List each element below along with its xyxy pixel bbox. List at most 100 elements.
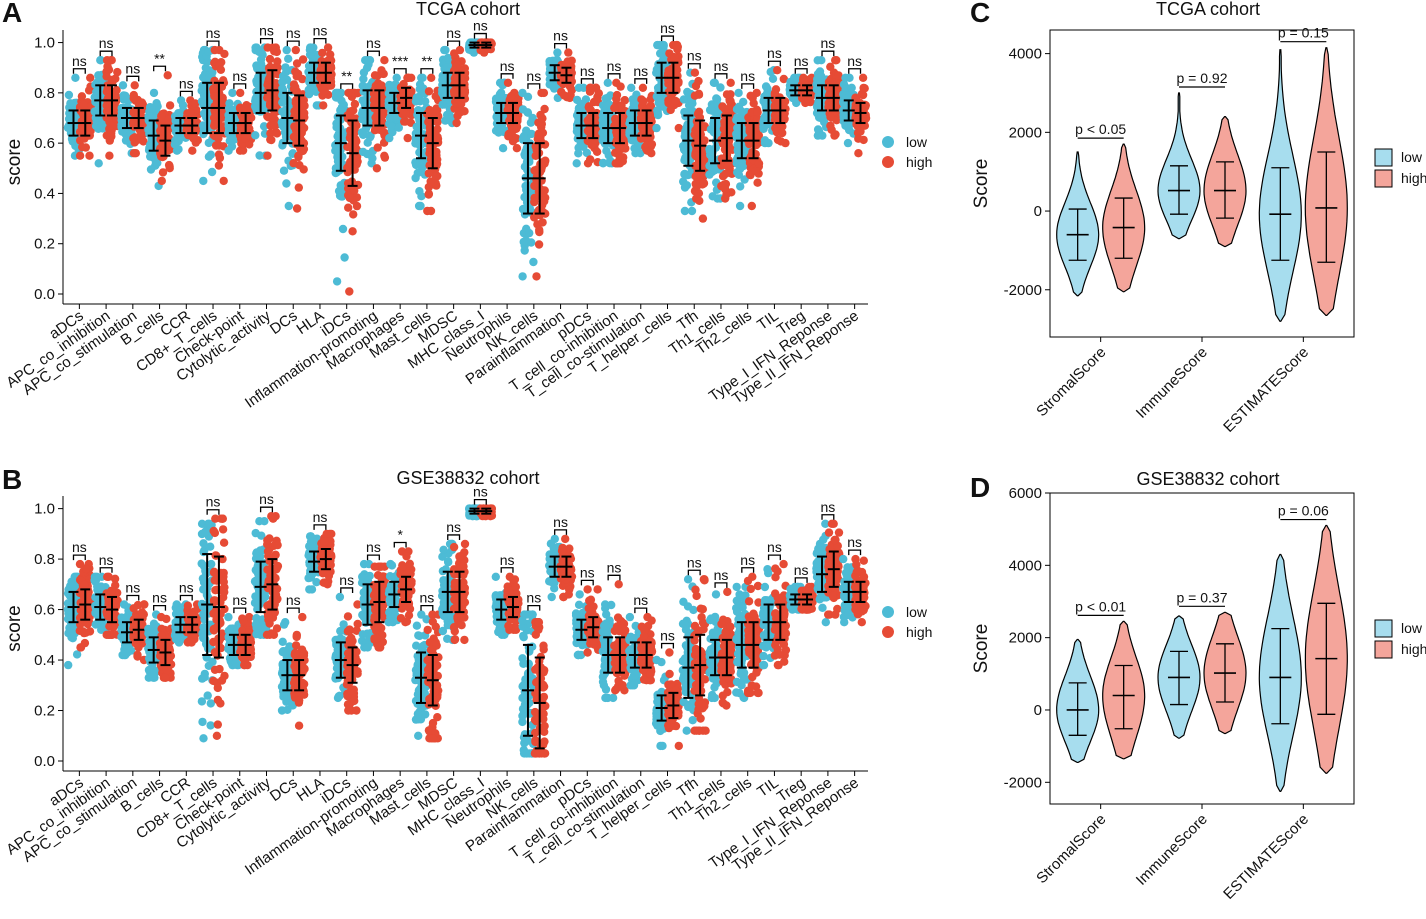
high-point	[690, 91, 700, 100]
high-point	[424, 87, 434, 96]
high-point	[129, 120, 138, 129]
low-point	[255, 151, 264, 160]
significance-label: ns	[767, 45, 782, 61]
high-point	[79, 100, 88, 110]
high-point	[263, 151, 272, 160]
low-point	[653, 106, 662, 115]
high-point	[289, 159, 298, 168]
high-point	[380, 153, 390, 162]
significance-label: ns	[607, 58, 622, 74]
high-point	[76, 643, 86, 652]
high-point	[720, 184, 730, 194]
significance-bracket	[72, 554, 86, 561]
low-point	[174, 145, 183, 154]
significance-bracket	[687, 63, 701, 69]
high-point	[540, 159, 549, 168]
high-point	[215, 153, 225, 163]
low-point	[71, 73, 80, 83]
y-axis-title: score	[4, 139, 25, 185]
high-point	[532, 272, 541, 281]
high-point	[504, 132, 513, 141]
low-point	[228, 88, 237, 98]
low-point	[255, 47, 264, 57]
low-point	[92, 572, 102, 581]
high-point	[639, 97, 648, 106]
high-point	[263, 93, 272, 102]
significance-bracket	[473, 32, 487, 39]
significance-bracket	[286, 40, 300, 47]
low-point	[518, 272, 527, 281]
low-point	[421, 97, 430, 106]
high-point	[102, 107, 112, 116]
low-point	[572, 159, 581, 168]
significance-bracket	[554, 42, 568, 49]
high-point	[136, 128, 146, 137]
legend-low-swatch	[882, 136, 894, 148]
low-point	[96, 582, 105, 591]
high-point	[832, 56, 841, 65]
low-point	[365, 132, 375, 142]
significance-label: ns	[72, 539, 87, 555]
high-point	[673, 42, 682, 52]
low-point	[278, 98, 287, 107]
high-point	[165, 101, 175, 110]
high-point	[344, 88, 353, 98]
low-point	[251, 103, 261, 113]
significance-label: ns	[553, 28, 568, 44]
significance-label: ns	[580, 63, 595, 79]
significance-bracket	[153, 65, 167, 72]
high-point	[263, 43, 272, 52]
significance-label: ns	[473, 18, 488, 34]
low-point	[841, 121, 850, 130]
significance-label: ns	[259, 23, 274, 39]
low-point	[368, 154, 377, 163]
high-point	[138, 117, 147, 126]
high-point	[773, 66, 782, 75]
significance-label: ns	[232, 68, 247, 84]
low-point	[225, 136, 234, 145]
low-point	[710, 78, 719, 88]
high-point	[344, 203, 353, 212]
y-tick-label: 1.0	[34, 35, 55, 52]
high-point	[612, 159, 622, 168]
low-point	[760, 136, 770, 145]
high-point	[857, 89, 867, 99]
high-point	[698, 214, 708, 223]
high-point	[540, 104, 549, 114]
high-point	[347, 118, 356, 127]
low-point	[682, 181, 692, 190]
significance-label: ns	[526, 68, 541, 84]
low-point	[199, 176, 208, 186]
high-point	[425, 105, 434, 115]
low-point	[63, 660, 73, 670]
high-point	[111, 581, 120, 590]
high-point	[753, 178, 762, 187]
significance-bracket	[714, 73, 728, 79]
low-point	[284, 201, 293, 211]
low-point	[147, 104, 156, 113]
low-point	[206, 150, 215, 159]
high-point	[564, 48, 573, 57]
high-point	[350, 99, 360, 109]
high-point	[80, 580, 89, 590]
significance-bracket	[660, 35, 675, 42]
low-point	[66, 99, 75, 108]
significance-bracket	[607, 73, 621, 79]
high-point	[452, 118, 461, 128]
low-point	[709, 119, 718, 128]
high-point	[612, 90, 622, 100]
high-point	[426, 206, 436, 216]
significance-label: **	[421, 53, 432, 69]
low-point	[336, 106, 345, 115]
low-point	[305, 50, 315, 59]
significance-bracket	[447, 40, 461, 47]
panel-b: B GSE38832 cohort 0.00.20.40.60.81.0scor…	[2, 464, 932, 879]
low-point	[284, 54, 293, 63]
significance-bracket	[366, 50, 380, 57]
high-point	[538, 218, 547, 227]
high-point	[858, 73, 868, 83]
high-point	[377, 66, 386, 75]
low-point	[282, 67, 291, 77]
low-point	[734, 88, 743, 98]
y-tick-label: 0.6	[34, 135, 55, 152]
